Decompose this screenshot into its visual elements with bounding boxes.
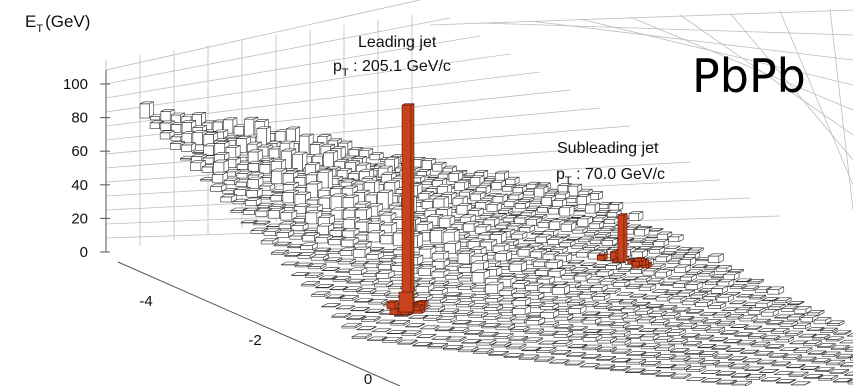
- x-tick-label: -4: [139, 293, 152, 310]
- leading-jet-title: Leading jet: [358, 34, 437, 51]
- x-tick-label: 0: [364, 371, 372, 386]
- z-tick-label: 80: [71, 110, 88, 127]
- jet-towers: [386, 103, 652, 316]
- z-tick-label: 100: [63, 76, 88, 93]
- z-tick-label: 40: [71, 177, 88, 194]
- subleading-jet-annotation: Subleading jet pT : 70.0 GeV/c: [556, 140, 665, 187]
- leading-jet-base: [398, 291, 414, 313]
- z-tick-label: 60: [71, 143, 88, 160]
- leading-jet-annotation: Leading jet pT : 205.1 GeV/c: [333, 34, 451, 79]
- z-axis-label: ET (GeV): [25, 12, 90, 35]
- z-tick-label: 0: [80, 244, 88, 261]
- x-axis-line: [117, 261, 401, 386]
- x-tick-label: -2: [248, 332, 261, 349]
- z-tick-label: 20: [71, 210, 88, 227]
- subleading-jet-pt: pT : 70.0 GeV/c: [556, 166, 665, 187]
- z-axis: ET (GeV) 0 20 40 60 80 100: [25, 12, 110, 261]
- collision-system-label: PbPb: [692, 49, 806, 103]
- leading-jet-pt: pT : 205.1 GeV/c: [333, 58, 451, 79]
- x-axis: -4 -2 0: [117, 261, 401, 386]
- calorimeter-towers: [139, 101, 853, 386]
- subleading-jet-title: Subleading jet: [557, 140, 659, 157]
